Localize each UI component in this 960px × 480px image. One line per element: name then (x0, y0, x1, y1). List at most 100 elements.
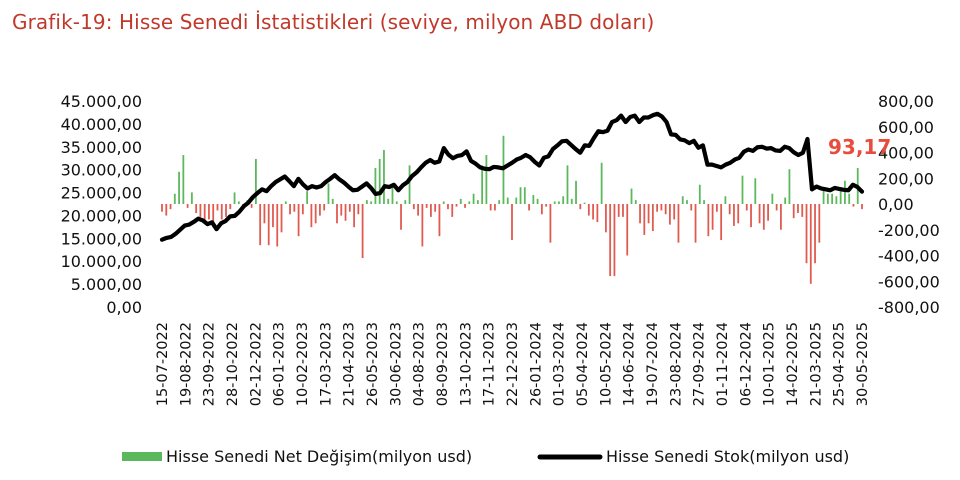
bar (447, 204, 449, 210)
bar (622, 204, 624, 217)
left-tick-label: 30.000,00 (61, 161, 142, 180)
bar (523, 187, 526, 204)
bar (494, 204, 496, 211)
bar (425, 204, 428, 208)
bar (276, 204, 279, 247)
bar (844, 180, 846, 204)
bar (357, 204, 360, 215)
bar (664, 204, 667, 215)
x-axis: 15-07-2022 19-08-2022 23-09-2022 28-10-2022… (155, 322, 871, 406)
x-tick-label: 19-08-2022 (178, 322, 194, 406)
bar (831, 193, 834, 204)
bar (400, 204, 402, 230)
right-tick-label: 0,00 (878, 195, 914, 214)
bar (771, 193, 774, 204)
bar (758, 204, 761, 224)
x-tick-label: 27-09-2024 (692, 322, 708, 406)
bar (775, 204, 778, 211)
bar (340, 204, 343, 216)
right-tick-label: -200,00 (878, 221, 940, 240)
bar (476, 200, 479, 204)
x-tick-label: 19-07-2024 (645, 322, 661, 406)
bar (344, 204, 347, 221)
right-tick-label: 400,00 (878, 144, 934, 163)
bar (540, 204, 543, 215)
bar (613, 204, 616, 277)
bar (451, 204, 454, 217)
right-tick-label: 600,00 (878, 118, 934, 137)
bar (792, 204, 795, 219)
bar (434, 204, 437, 212)
x-tick-label: 14-06-2024 (622, 322, 638, 406)
bar (801, 204, 804, 217)
bar (579, 204, 582, 210)
bar (839, 191, 842, 205)
bar (762, 204, 765, 230)
bar (306, 191, 309, 205)
right-tick-label: 800,00 (878, 92, 934, 111)
bar (259, 204, 262, 246)
left-tick-label: 20.000,00 (61, 206, 142, 225)
bar (165, 204, 168, 216)
bar (289, 204, 291, 215)
left-tick-label: 5.000,00 (71, 275, 142, 294)
bar (788, 169, 791, 204)
bar (464, 204, 466, 208)
bar (173, 193, 176, 204)
x-tick-label: 13-10-2023 (458, 322, 474, 406)
x-tick-label: 30-06-2023 (388, 322, 404, 406)
bar (293, 204, 296, 212)
x-tick-label: 06-12-2024 (738, 322, 754, 406)
bar (562, 196, 565, 204)
x-tick-label: 01-03-2024 (552, 322, 568, 406)
bar (255, 158, 257, 204)
bar (848, 193, 851, 204)
bar (280, 204, 283, 233)
left-tick-label: 0,00 (106, 298, 142, 317)
bar (374, 167, 377, 204)
bar (190, 192, 193, 204)
bar (353, 204, 355, 228)
bar (673, 204, 676, 220)
bar (225, 204, 227, 217)
bar (703, 200, 705, 204)
bar (391, 187, 394, 204)
bar (233, 192, 236, 204)
bar (750, 204, 752, 228)
bar (861, 204, 863, 210)
bar (626, 204, 629, 256)
left-tick-label: 25.000,00 (61, 184, 142, 203)
bar (511, 204, 513, 241)
bar (741, 175, 744, 204)
left-axis: 45.000,00 40.000,00 35.000,00 30.000,00 25.0… (61, 92, 142, 317)
left-tick-label: 15.000,00 (61, 229, 142, 248)
legend-bar-swatch (122, 452, 162, 461)
bar (784, 197, 787, 204)
bar (681, 196, 684, 204)
legend-line-label: Hisse Senedi Stok(milyon usd) (606, 447, 849, 466)
bar (852, 204, 855, 207)
bar (481, 165, 484, 205)
bar (361, 204, 364, 259)
bar (536, 198, 539, 204)
bar (301, 204, 304, 215)
x-tick-label: 23-08-2024 (668, 322, 684, 406)
bar (267, 204, 270, 246)
bar (587, 204, 590, 216)
x-tick-label: 26-01-2024 (528, 322, 544, 406)
bar (459, 198, 462, 204)
bar (485, 155, 488, 204)
bar (421, 204, 424, 247)
legend-bar-label: Hisse Senedi Net Değişim(milyon usd) (166, 447, 472, 466)
x-tick-label: 17-03-2023 (318, 322, 334, 406)
bar (408, 165, 411, 205)
bar (250, 204, 253, 208)
bar (737, 204, 740, 224)
right-tick-label: 200,00 (878, 169, 934, 188)
bar (728, 204, 731, 215)
bar (822, 188, 825, 204)
bar (319, 204, 321, 216)
bar (826, 193, 829, 204)
left-tick-label: 10.000,00 (61, 252, 142, 271)
bar (780, 204, 782, 230)
